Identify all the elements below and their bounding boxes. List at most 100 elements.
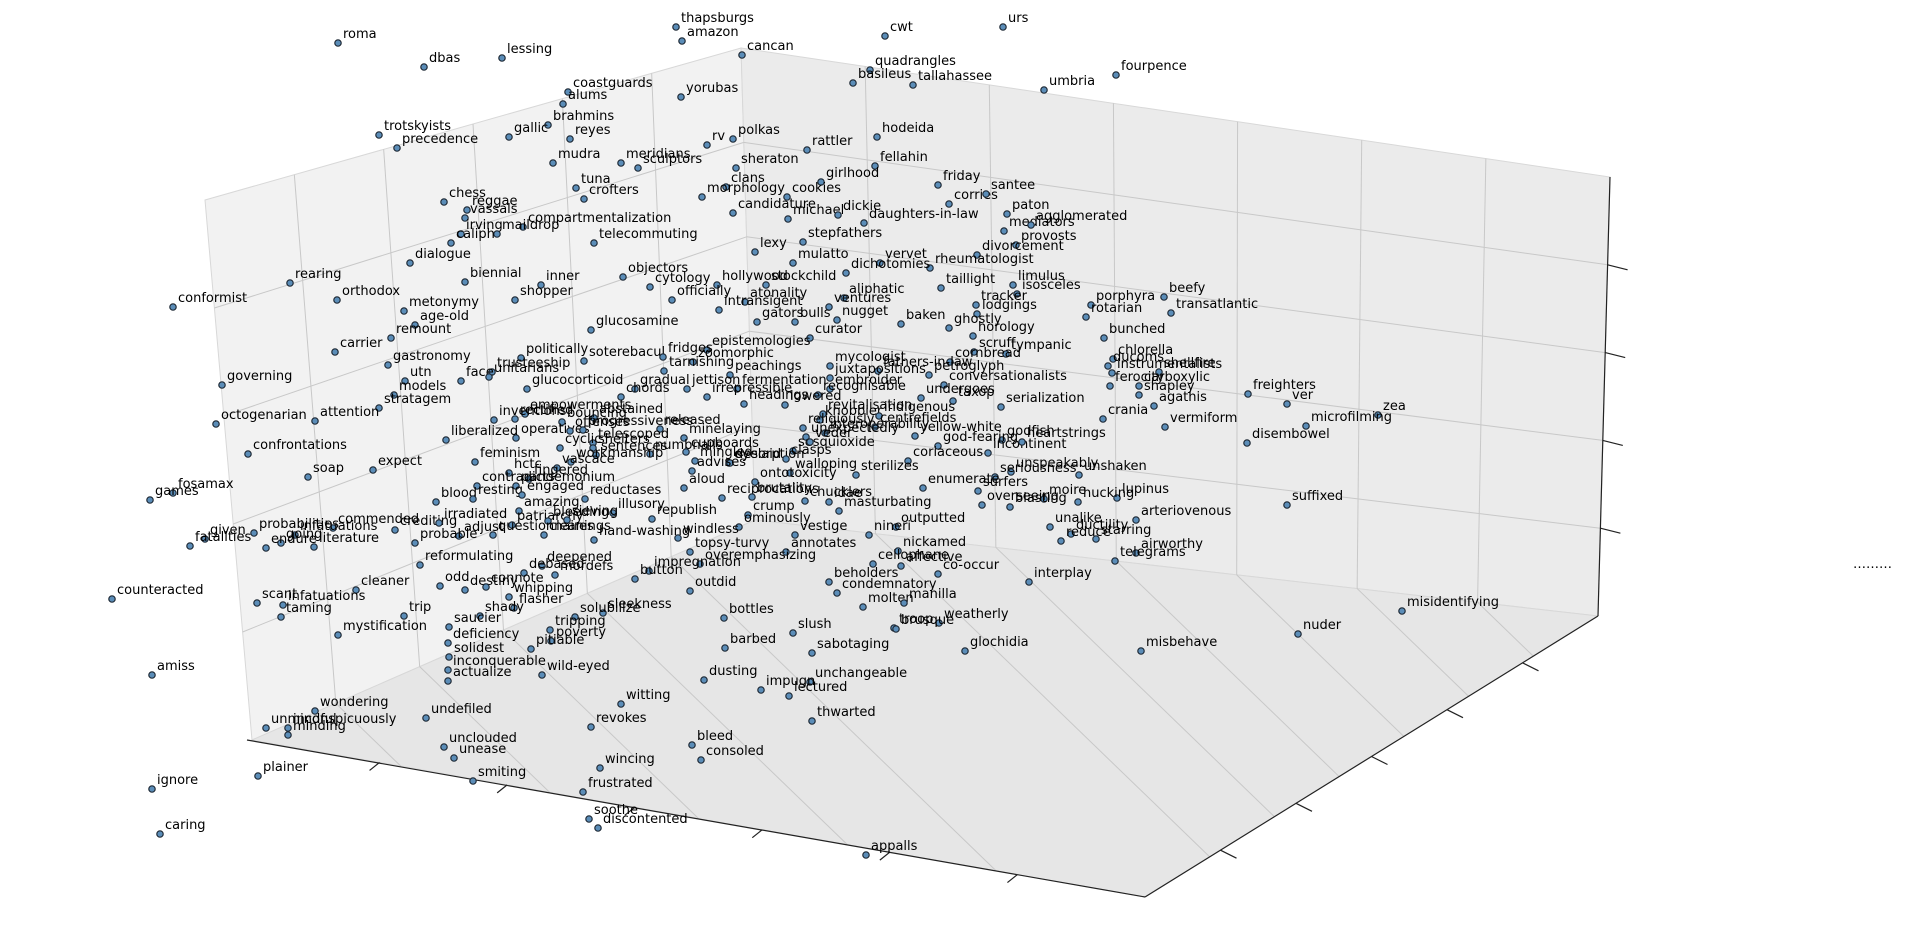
point-label: affective [906, 550, 962, 565]
scatter-point: nineri [865, 519, 911, 539]
point-label: sheraton [741, 152, 799, 167]
grid-line [503, 629, 699, 819]
scatter-point: irving [457, 218, 503, 238]
point-marker [808, 649, 816, 657]
point-marker [862, 851, 870, 859]
scatter-point: pitiable [527, 633, 584, 653]
point-label: poverty [556, 625, 606, 640]
scatter-point: blasting [1006, 491, 1067, 511]
point-label: rectified [520, 403, 573, 418]
scatter-point: fingered [525, 463, 588, 483]
point-marker [587, 723, 595, 731]
point-label: knobbier [825, 404, 883, 419]
scatter-point: brahmins [544, 109, 614, 129]
scatter-point: commended [329, 512, 419, 532]
point-marker [156, 830, 164, 838]
scatter-point: expect [369, 454, 422, 474]
point-marker [1002, 350, 1010, 358]
point-label: mystification [343, 619, 427, 634]
point-label: unexpectedly [811, 421, 899, 436]
point-label: sterilizes [861, 459, 919, 474]
point-label: disembowel [1252, 427, 1330, 442]
scatter-point: unexpectedly [802, 421, 899, 441]
point-marker [1132, 516, 1140, 524]
point-label: nugget [842, 304, 888, 319]
scatter-point: abstained [590, 402, 663, 422]
scatter-point: chess [440, 186, 486, 206]
scatter-point: mingled [691, 445, 753, 465]
point-label: horology [978, 320, 1035, 335]
point-label: urs [1008, 11, 1029, 26]
point-marker [825, 498, 833, 506]
point-label: roma [343, 27, 377, 42]
point-marker [703, 346, 711, 354]
scatter-point: poverty [547, 625, 606, 645]
point-label: tarnishing [669, 355, 734, 370]
point-marker [1100, 334, 1108, 342]
point-marker [691, 457, 699, 465]
point-marker [461, 214, 469, 222]
scatter-point: misidentifying [1398, 595, 1499, 615]
point-label: chords [626, 381, 670, 396]
point-label: saucier [454, 611, 502, 626]
point-marker [493, 230, 501, 238]
point-marker [512, 434, 520, 442]
point-label: ductility [1076, 518, 1129, 533]
point-marker [401, 377, 409, 385]
point-marker [505, 469, 513, 477]
scatter-point: isosceles [1013, 278, 1081, 298]
scatter-point: cyclic [556, 432, 601, 452]
scatter-point: aliphatic [840, 282, 905, 302]
point-label: headings [749, 388, 809, 403]
point-label: ferocity [1115, 370, 1164, 385]
point-label: sculptors [643, 152, 702, 167]
point-label: yorubas [686, 81, 738, 96]
scatter-point: chucklers [801, 485, 872, 505]
point-label: glucocorticoid [532, 373, 623, 388]
point-label: shopper [520, 284, 573, 299]
point-label: juxtapositions [834, 362, 926, 377]
point-marker [512, 482, 520, 490]
point-marker [590, 536, 598, 544]
scatter-point: outdid [686, 575, 736, 595]
point-label: impregnation [654, 555, 741, 570]
point-marker [1040, 495, 1048, 503]
scatter-point: masturbating [835, 495, 932, 515]
point-marker [277, 613, 285, 621]
scatter-point: urs [999, 11, 1029, 31]
point-marker [871, 162, 879, 170]
scatter-point: yorubas [677, 81, 738, 101]
grid-line [1477, 601, 1534, 657]
scatter-point: tallahassee [909, 69, 992, 89]
point-marker [538, 562, 546, 570]
point-marker [688, 741, 696, 749]
point-marker [590, 414, 598, 422]
point-label: stepfathers [808, 226, 882, 241]
grid-line [651, 73, 672, 557]
scatter-point: co-occur [934, 558, 1000, 578]
point-label: dialogue [415, 247, 471, 262]
z-axis-tick-labels-clutter: ……… [1853, 557, 1892, 572]
point-label: deepened [547, 550, 612, 565]
scatter-point: suffixed [1283, 489, 1343, 509]
scatter-point: vervet [876, 247, 927, 267]
scatter-point: seriousness [991, 461, 1077, 481]
point-marker [1040, 86, 1048, 94]
point-label: trip [409, 600, 431, 615]
scatter-point: connote [482, 571, 544, 591]
scatter-point: taxop [949, 385, 995, 405]
point-marker [751, 248, 759, 256]
point-label: soap [313, 461, 344, 476]
scatter-point: michael [784, 203, 844, 223]
point-label: expect [378, 454, 422, 469]
scatter-point: cancan [738, 39, 794, 59]
point-marker [169, 303, 177, 311]
point-label: debased [529, 557, 585, 572]
point-marker [1013, 290, 1021, 298]
point-label: hand-washing [599, 524, 690, 539]
point-label: mordefs [560, 559, 614, 574]
point-marker [1074, 498, 1082, 506]
point-marker [970, 348, 978, 356]
point-label: airworthy [1141, 537, 1203, 552]
point-label: frustrated [588, 776, 653, 791]
